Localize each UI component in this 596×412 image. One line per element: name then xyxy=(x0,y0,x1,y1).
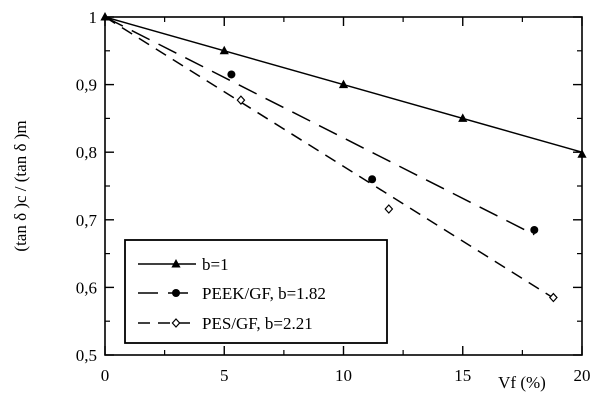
x-tick-label: 0 xyxy=(101,366,110,385)
x-axis-label: Vf (%) xyxy=(498,373,546,392)
data-point xyxy=(530,225,539,234)
data-point xyxy=(227,70,236,79)
series-layer xyxy=(100,12,587,303)
series-line xyxy=(104,16,559,302)
x-axis-ticks: 0 5 10 15 20 xyxy=(101,17,591,385)
series-1 xyxy=(100,12,587,158)
y-tick-label: 0,5 xyxy=(76,346,97,365)
legend-label: PEEK/GF, b=1.82 xyxy=(202,284,326,303)
data-point xyxy=(548,292,558,303)
x-tick-label: 10 xyxy=(335,366,352,385)
y-tick-label: 1 xyxy=(89,8,98,27)
y-axis-label: (tan δ )c / (tan δ )m xyxy=(11,120,30,251)
legend-marker xyxy=(172,289,180,297)
y-tick-label: 0,9 xyxy=(76,76,97,95)
data-point xyxy=(577,149,587,158)
legend-label: PES/GF, b=2.21 xyxy=(202,314,313,333)
y-tick-label: 0,6 xyxy=(76,278,97,297)
series-2 xyxy=(104,16,539,236)
legend-marker xyxy=(171,318,181,328)
x-tick-label: 5 xyxy=(220,366,229,385)
y-tick-label: 0,8 xyxy=(76,143,97,162)
y-axis-ticks: 0,5 0,6 0,7 0,8 0,9 1 xyxy=(76,8,582,365)
data-point xyxy=(219,45,229,55)
legend-marker xyxy=(171,259,181,268)
x-tick-label: 20 xyxy=(574,366,591,385)
y-tick-label: 0,7 xyxy=(76,211,98,230)
legend: b=1 PEEK/GF, b=1.82 PES/GF, b=2.21 xyxy=(124,239,388,344)
data-point xyxy=(236,95,246,106)
data-point xyxy=(338,79,349,89)
data-point xyxy=(368,175,377,184)
series-3 xyxy=(104,16,559,303)
legend-box xyxy=(124,239,388,344)
data-point xyxy=(384,204,394,214)
x-tick-label: 15 xyxy=(454,366,471,385)
data-point xyxy=(458,113,468,122)
series-line xyxy=(104,16,535,236)
legend-label: b=1 xyxy=(202,255,229,274)
